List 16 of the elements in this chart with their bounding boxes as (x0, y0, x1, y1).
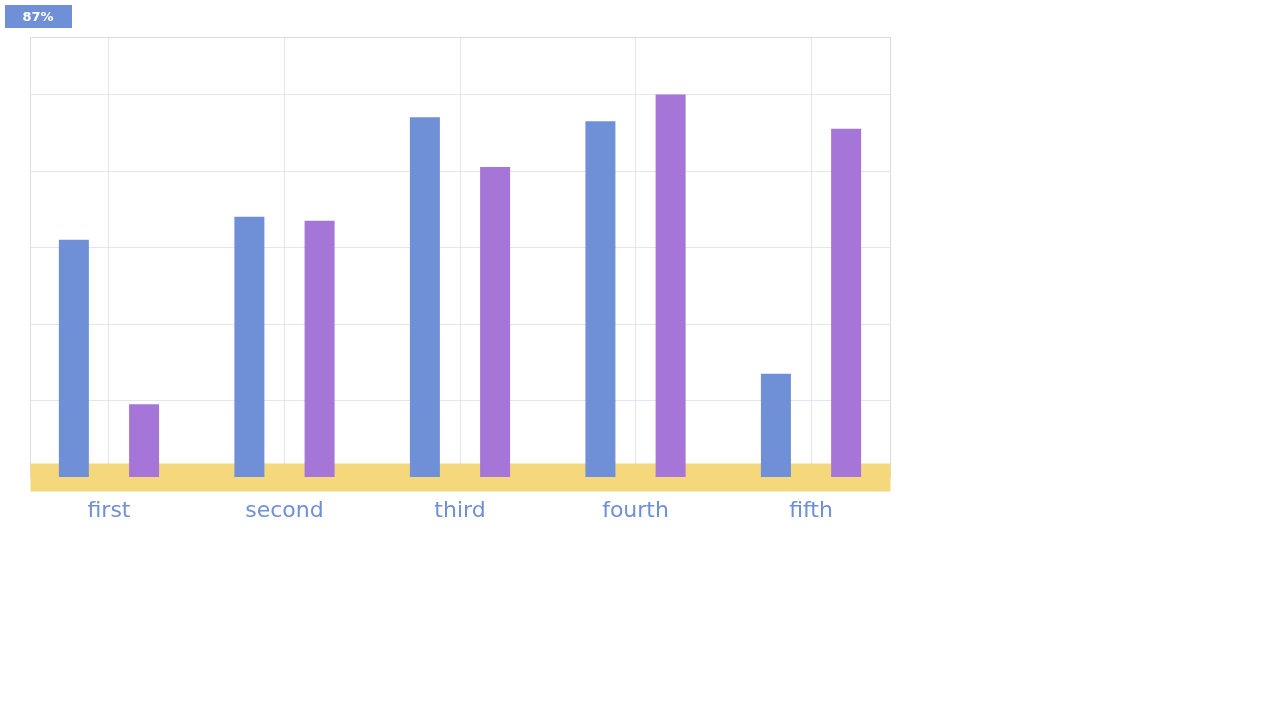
x-tick-label: fourth (602, 496, 669, 522)
x-tick-label: first (87, 496, 131, 522)
x-tick-label: fifth (789, 496, 833, 522)
bar (480, 167, 511, 477)
x-tick-label: third (434, 496, 486, 522)
x-tick-label: second (245, 496, 324, 522)
bar (58, 239, 89, 477)
bar (585, 121, 616, 477)
bar (409, 117, 440, 477)
bar (831, 128, 862, 477)
bar (234, 216, 265, 477)
bar (129, 404, 160, 477)
bar (655, 94, 686, 477)
text: 87% (22, 9, 54, 24)
bar (304, 220, 335, 477)
bar (760, 373, 791, 477)
